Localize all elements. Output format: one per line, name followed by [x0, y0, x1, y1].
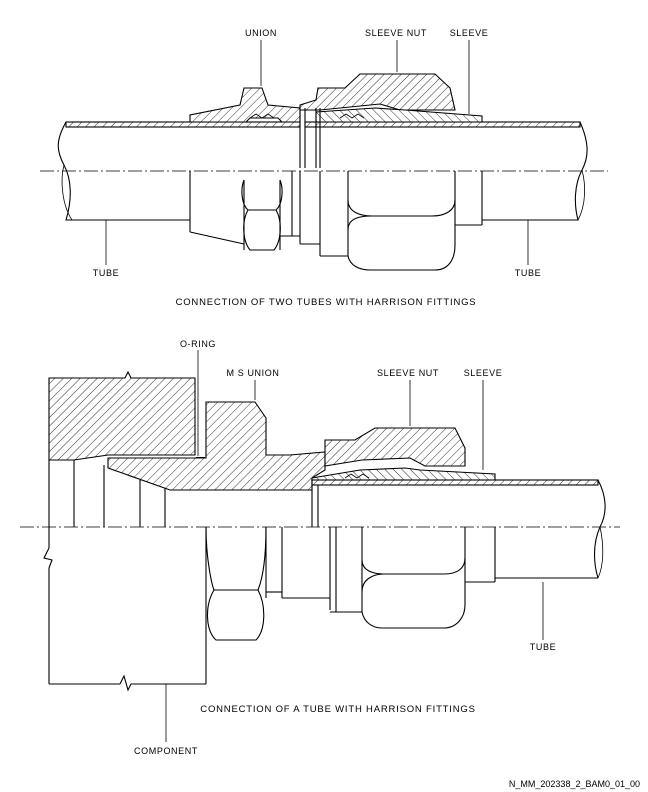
- reference-code: N_MM_202338_2_BAM0_01_00: [509, 779, 640, 789]
- fig2-sleeve-nut-lower: [330, 527, 496, 629]
- component-block: [48, 370, 196, 461]
- label-o-ring: O-RING: [180, 339, 216, 349]
- sleeve-nut-lower: [319, 171, 483, 271]
- label-union: UNION: [245, 28, 277, 38]
- union-lower: [189, 171, 320, 251]
- caption-figure-2: CONNECTION OF A TUBE WITH HARRISON FITTI…: [200, 704, 475, 715]
- fig2-sleeve-nut-body: [324, 427, 466, 467]
- union-body: [189, 87, 301, 123]
- label-fig2-tube: TUBE: [530, 642, 556, 652]
- label-component: COMPONENT: [134, 746, 198, 756]
- component-outline: [43, 460, 207, 692]
- tube-wall-right: [304, 121, 581, 128]
- caption-figure-1: CONNECTION OF TWO TUBES WITH HARRISON FI…: [176, 297, 477, 308]
- sleeve-body: [315, 107, 483, 123]
- figure-one-tube: O-RING M S UNION SLEEVE NUT SLEEVE TUBE …: [20, 339, 620, 756]
- sleeve-nut-body: [299, 73, 456, 111]
- label-fig2-sleeve-nut: SLEEVE NUT: [377, 368, 439, 378]
- figure-two-tubes: UNION SLEEVE NUT SLEEVE TUBE TUBE CONNEC…: [40, 28, 608, 308]
- fig2-sleeve-body: [311, 467, 496, 481]
- label-fig2-sleeve: SLEEVE: [464, 368, 503, 378]
- label-tube-right: TUBE: [515, 268, 541, 278]
- label-ms-union: M S UNION: [227, 368, 280, 378]
- tube-wall-left: [65, 121, 301, 128]
- fig2-tube-wall: [311, 479, 599, 486]
- label-tube-left: TUBE: [93, 268, 119, 278]
- label-sleeve: SLEEVE: [450, 28, 489, 38]
- label-sleeve-nut: SLEEVE NUT: [365, 28, 427, 38]
- ms-union-lower: [205, 526, 331, 641]
